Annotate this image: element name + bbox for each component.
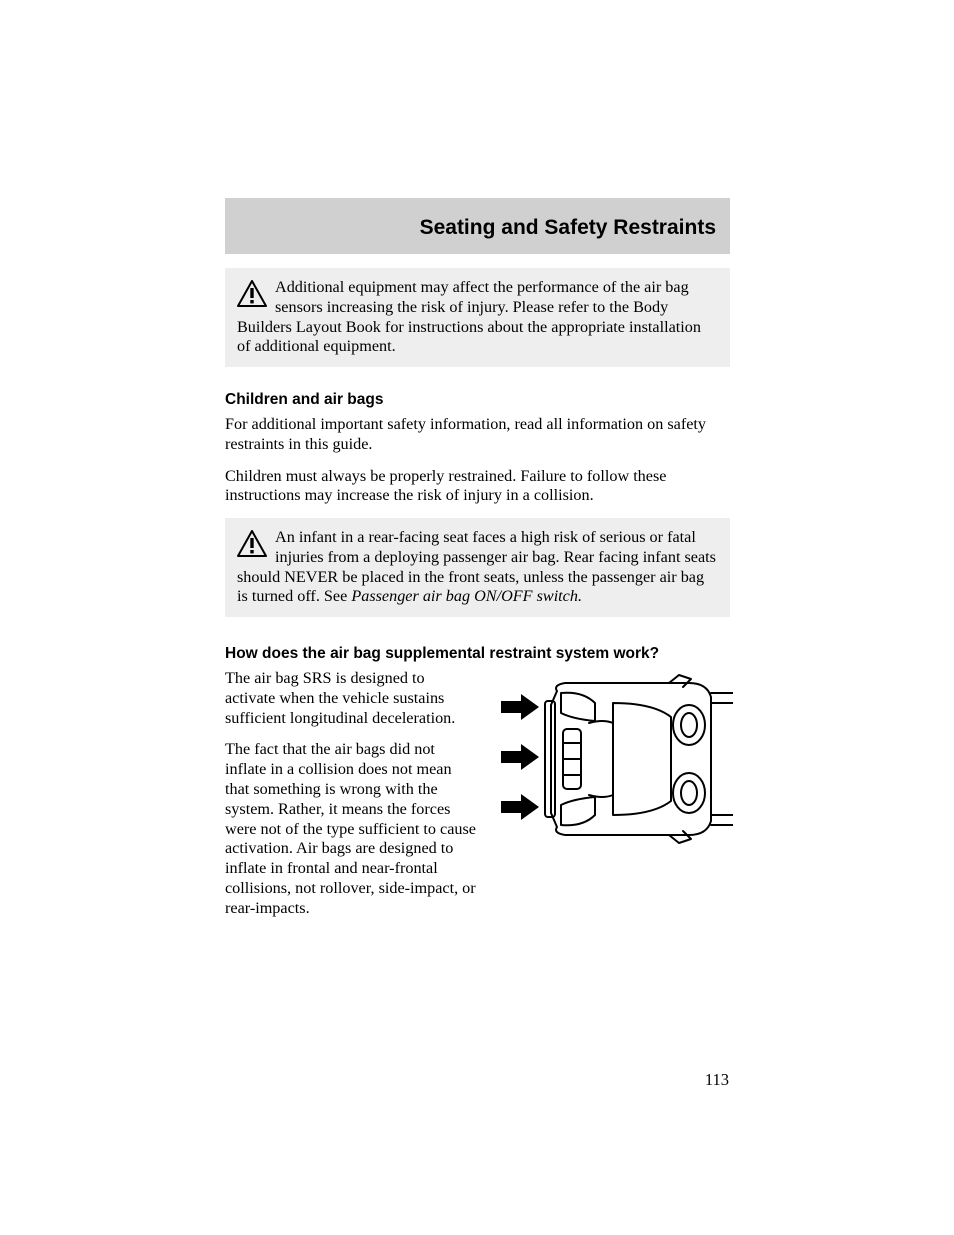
section-srs: How does the air bag supplemental restra… — [225, 645, 730, 918]
section-title: Seating and Safety Restraints — [239, 216, 716, 240]
warning-text: Additional equipment may affect the perf… — [237, 278, 701, 355]
warning-box-infant: An infant in a rear-facing seat faces a … — [225, 518, 730, 617]
warning-box-equipment: Additional equipment may affect the perf… — [225, 268, 730, 367]
page-number: 113 — [705, 1070, 729, 1090]
section-header: Seating and Safety Restraints — [225, 198, 730, 254]
vehicle-impact-diagram — [493, 669, 733, 853]
warning-text-italic: Passenger air bag ON/OFF switch. — [351, 587, 582, 605]
body-paragraph: The fact that the air bags did not infla… — [225, 740, 477, 918]
warning-icon — [237, 280, 267, 313]
body-paragraph: For additional important safety informat… — [225, 415, 730, 455]
subsection-heading: Children and air bags — [225, 391, 730, 409]
body-paragraph: Children must always be properly restrai… — [225, 467, 730, 507]
subsection-heading: How does the air bag supplemental restra… — [225, 645, 730, 663]
section-children-airbags: Children and air bags For additional imp… — [225, 391, 730, 617]
warning-icon — [237, 530, 267, 563]
body-paragraph: The air bag SRS is designed to activate … — [225, 669, 477, 728]
